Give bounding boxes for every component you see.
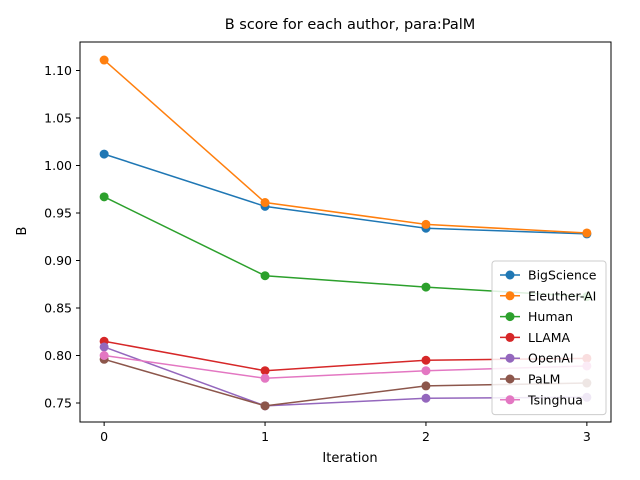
y-tick-label: 1.00 bbox=[44, 158, 72, 173]
x-tick-label: 1 bbox=[261, 429, 269, 444]
data-point-eleuther-ai bbox=[421, 219, 431, 229]
y-tick-label: 0.95 bbox=[44, 206, 72, 221]
legend-item-tsinghua: Tsinghua bbox=[500, 392, 583, 407]
data-point-eleuther-ai bbox=[260, 198, 270, 208]
data-point-tsinghua bbox=[260, 373, 270, 383]
legend-label: Human bbox=[528, 309, 573, 324]
axes: 0 1 2 3 0.75 0.80 0.85 0.90 0.95 1.00 1.05 1.10 bbox=[44, 41, 612, 444]
data-point-human bbox=[99, 192, 109, 202]
data-point-palm bbox=[260, 401, 270, 411]
y-tick-label: 1.05 bbox=[44, 111, 72, 126]
legend-marker bbox=[505, 312, 515, 322]
x-tick-label: 0 bbox=[100, 429, 108, 444]
legend-item-openai: OpenAI bbox=[500, 351, 574, 366]
data-point-tsinghua bbox=[421, 366, 431, 376]
plot-frame bbox=[79, 41, 612, 423]
y-tick-label: 0.85 bbox=[44, 301, 72, 316]
chart-title: B score for each author, para:PalM bbox=[225, 17, 476, 33]
legend-item-palm: PaLM bbox=[500, 372, 560, 387]
legend-marker bbox=[505, 374, 515, 384]
y-tick-label: 0.75 bbox=[44, 396, 72, 411]
legend-item-bigscience: BigScience bbox=[500, 268, 597, 283]
series-line-bigscience bbox=[103, 153, 587, 235]
legend-item-llama: LLAMA bbox=[500, 330, 571, 345]
legend: BigScience Eleuther-AI Human LLAMA OpenAI PaL… bbox=[491, 260, 607, 416]
x-tick-label: 2 bbox=[422, 429, 430, 444]
data-point-tsinghua bbox=[99, 351, 109, 360]
y-tick-label: 0.90 bbox=[44, 253, 72, 268]
data-point-openai bbox=[421, 393, 431, 403]
legend-label: OpenAI bbox=[528, 351, 574, 366]
data-point-human bbox=[421, 282, 431, 292]
legend-marker bbox=[505, 332, 515, 342]
series-bigscience bbox=[99, 149, 592, 239]
legend-box bbox=[491, 260, 607, 416]
legend-label: LLAMA bbox=[528, 330, 571, 345]
y-axis-label: B bbox=[15, 227, 30, 236]
legend-item-human: Human bbox=[500, 309, 573, 324]
legend-marker bbox=[505, 353, 515, 363]
y-tick-label: 1.10 bbox=[44, 63, 72, 78]
x-tick-label: 3 bbox=[583, 429, 591, 444]
legend-label: Tsinghua bbox=[527, 392, 583, 407]
legend-item-eleuther-ai: Eleuther-AI bbox=[500, 288, 596, 303]
series-eleuther-ai bbox=[99, 55, 592, 238]
series-line-eleuther-ai bbox=[103, 59, 587, 234]
data-point-human bbox=[260, 271, 270, 281]
legend-marker bbox=[505, 291, 515, 301]
legend-label: PaLM bbox=[528, 372, 560, 387]
legend-label: BigScience bbox=[528, 268, 597, 283]
data-point-bigscience bbox=[99, 149, 109, 159]
x-axis-label: Iteration bbox=[322, 451, 377, 466]
y-tick-label: 0.80 bbox=[44, 348, 72, 363]
data-point-openai bbox=[99, 342, 109, 352]
data-point-eleuther-ai bbox=[582, 228, 592, 238]
data-point-llama bbox=[421, 355, 431, 365]
legend-marker bbox=[505, 395, 515, 405]
data-point-palm bbox=[421, 381, 431, 391]
data-point-llama bbox=[260, 366, 270, 376]
legend-marker bbox=[505, 270, 515, 280]
data-point-eleuther-ai bbox=[99, 55, 109, 65]
legend-label: Eleuther-AI bbox=[528, 288, 596, 303]
